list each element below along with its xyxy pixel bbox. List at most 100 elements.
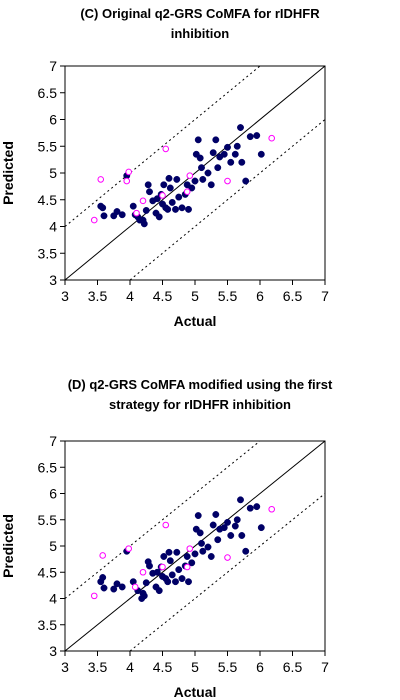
x-tick-label: 4.5 bbox=[153, 659, 173, 675]
x-tick-label: 3.5 bbox=[88, 659, 108, 675]
data-point bbox=[178, 575, 186, 583]
x-tick-label: 5 bbox=[191, 288, 199, 304]
data-point bbox=[173, 548, 181, 556]
y-tick-label: 5 bbox=[49, 165, 57, 181]
outlier-point bbox=[183, 188, 191, 196]
outlier-point bbox=[97, 176, 105, 183]
data-point bbox=[224, 518, 231, 526]
outlier-point bbox=[139, 197, 147, 205]
prediction-bound-line bbox=[129, 493, 325, 651]
data-point bbox=[110, 585, 118, 593]
outlier-point bbox=[125, 168, 132, 176]
x-tick-label: 3.5 bbox=[88, 288, 108, 304]
scatter-plot-d: 3 3.5 4 4.5 5 5.5 6 6.5 7 3 3.5 4 4.5 5 5.5 6 6.5 7 Actual… bbox=[0, 433, 329, 700]
data-point bbox=[160, 181, 168, 189]
data-point bbox=[142, 207, 150, 214]
data-point bbox=[242, 177, 250, 185]
chart-title: (C) Original q2-GRS CoMFA for rIDHFR inh… bbox=[0, 4, 400, 44]
data-point bbox=[257, 150, 265, 158]
x-tick-label: 7 bbox=[321, 288, 329, 304]
data-point bbox=[220, 524, 228, 532]
data-point bbox=[209, 149, 217, 157]
data-point bbox=[214, 536, 222, 544]
data-point bbox=[168, 198, 176, 206]
y-tick-label: 6.5 bbox=[38, 459, 58, 475]
data-point bbox=[191, 177, 199, 185]
data-point bbox=[196, 154, 204, 162]
data-point bbox=[146, 562, 153, 570]
y-tick-label: 6 bbox=[49, 486, 57, 502]
y-tick-label: 4 bbox=[49, 219, 57, 235]
data-point bbox=[199, 175, 207, 183]
x-tick-label: 6 bbox=[256, 659, 264, 675]
data-point bbox=[238, 158, 246, 166]
data-point bbox=[214, 164, 222, 172]
x-tick-label: 4 bbox=[126, 288, 134, 304]
data-point bbox=[188, 184, 196, 192]
data-point bbox=[220, 150, 228, 158]
data-point bbox=[155, 587, 163, 595]
data-point bbox=[204, 543, 212, 551]
outlier-point bbox=[183, 563, 191, 571]
data-point bbox=[257, 524, 265, 532]
data-point bbox=[233, 142, 241, 150]
y-tick-label: 4 bbox=[49, 591, 57, 607]
prediction-bound-line bbox=[65, 441, 261, 599]
chart-panel-d: (D) q2-GRS CoMFA modified using the firs… bbox=[0, 375, 400, 700]
y-tick-label: 3.5 bbox=[38, 245, 58, 261]
chart-panel-c: (C) Original q2-GRS CoMFA for rIDHFR inh… bbox=[0, 0, 400, 340]
outlier-point bbox=[268, 134, 276, 142]
data-point bbox=[164, 205, 172, 213]
outlier-point bbox=[99, 552, 106, 559]
data-point bbox=[227, 158, 235, 166]
data-point bbox=[212, 136, 220, 144]
x-tick-label: 7 bbox=[321, 659, 329, 675]
data-point bbox=[194, 512, 202, 520]
data-point bbox=[118, 583, 126, 591]
x-tick-label: 3 bbox=[61, 288, 69, 304]
scatter-plot-c: 3 3.5 4 4.5 5 5.5 6 6.5 7 3 3.5 4 4.5 5 5.5 6 6.5 7 Actual… bbox=[0, 58, 329, 329]
y-axis-title: Predicted bbox=[0, 141, 16, 205]
x-tick-label: 6 bbox=[256, 288, 264, 304]
data-point bbox=[100, 212, 108, 220]
data-point bbox=[100, 584, 108, 592]
chart-title-line-1: (C) Original q2-GRS CoMFA for rIDHFR bbox=[80, 6, 320, 21]
data-point bbox=[238, 532, 246, 539]
data-point bbox=[237, 496, 244, 504]
x-tick-label: 4.5 bbox=[153, 288, 173, 304]
chart-title: (D) q2-GRS CoMFA modified using the firs… bbox=[0, 375, 400, 415]
x-tick-label: 5 bbox=[191, 659, 199, 675]
identity-line bbox=[65, 441, 325, 651]
prediction-bound-line bbox=[129, 119, 325, 280]
y-tick-label: 7 bbox=[49, 433, 57, 449]
outlier-point bbox=[159, 563, 166, 571]
data-point bbox=[166, 184, 174, 192]
data-point bbox=[166, 557, 174, 565]
data-point bbox=[207, 553, 215, 560]
data-point bbox=[140, 220, 148, 228]
data-point bbox=[118, 211, 126, 219]
data-point bbox=[155, 213, 163, 221]
y-tick-label: 5 bbox=[49, 538, 57, 554]
y-tick-label: 4.5 bbox=[38, 564, 58, 580]
data-point bbox=[140, 592, 148, 600]
x-tick-label: 5.5 bbox=[218, 659, 238, 675]
outlier-point bbox=[159, 192, 166, 199]
data-point bbox=[204, 169, 212, 177]
data-point bbox=[172, 578, 179, 586]
outlier-point bbox=[90, 216, 98, 224]
data-point bbox=[194, 136, 202, 144]
data-point bbox=[175, 193, 183, 201]
data-point bbox=[113, 580, 121, 588]
outlier-point bbox=[186, 172, 194, 179]
data-point bbox=[198, 164, 205, 172]
outlier-point bbox=[162, 145, 170, 153]
y-tick-label: 3 bbox=[49, 272, 57, 288]
prediction-bound-line bbox=[65, 66, 261, 227]
data-point bbox=[209, 521, 217, 529]
data-point bbox=[185, 578, 192, 586]
y-tick-label: 5.5 bbox=[38, 512, 58, 528]
data-point bbox=[231, 150, 239, 158]
data-point bbox=[199, 547, 207, 555]
data-point bbox=[242, 547, 250, 555]
